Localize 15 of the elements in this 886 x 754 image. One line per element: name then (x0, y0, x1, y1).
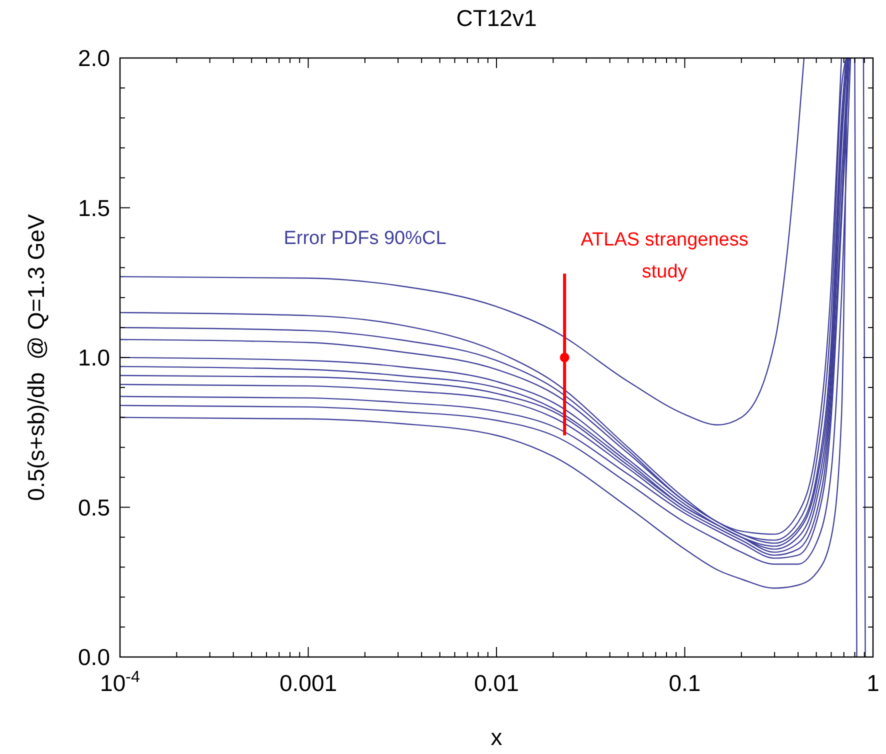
x-tick-label: 0.01 (474, 670, 519, 696)
y-axis-title: 0.5(s+sb)/db @ Q=1.3 GeV (23, 213, 49, 501)
y-tick-label: 0.0 (78, 644, 110, 670)
x-tick-label: 0.001 (279, 670, 338, 696)
x-tick-label: 0.1 (668, 670, 701, 696)
x-tick-label: 10$^{-4}$ (100, 668, 140, 696)
x-axis-title: x (490, 724, 503, 750)
x-tick-label: 1 (866, 670, 880, 696)
annotation: Error PDFs 90%CL (284, 228, 446, 249)
text: ATLAS strangeness study (580, 230, 748, 282)
chart-title: CT12v1 (456, 5, 537, 31)
y-tick-label: 2.0 (78, 45, 110, 71)
y-tick-label: 0.5 (78, 494, 110, 520)
y-tick-label: 1.5 (78, 194, 110, 221)
y-tick-label: 1.0 (78, 344, 110, 370)
